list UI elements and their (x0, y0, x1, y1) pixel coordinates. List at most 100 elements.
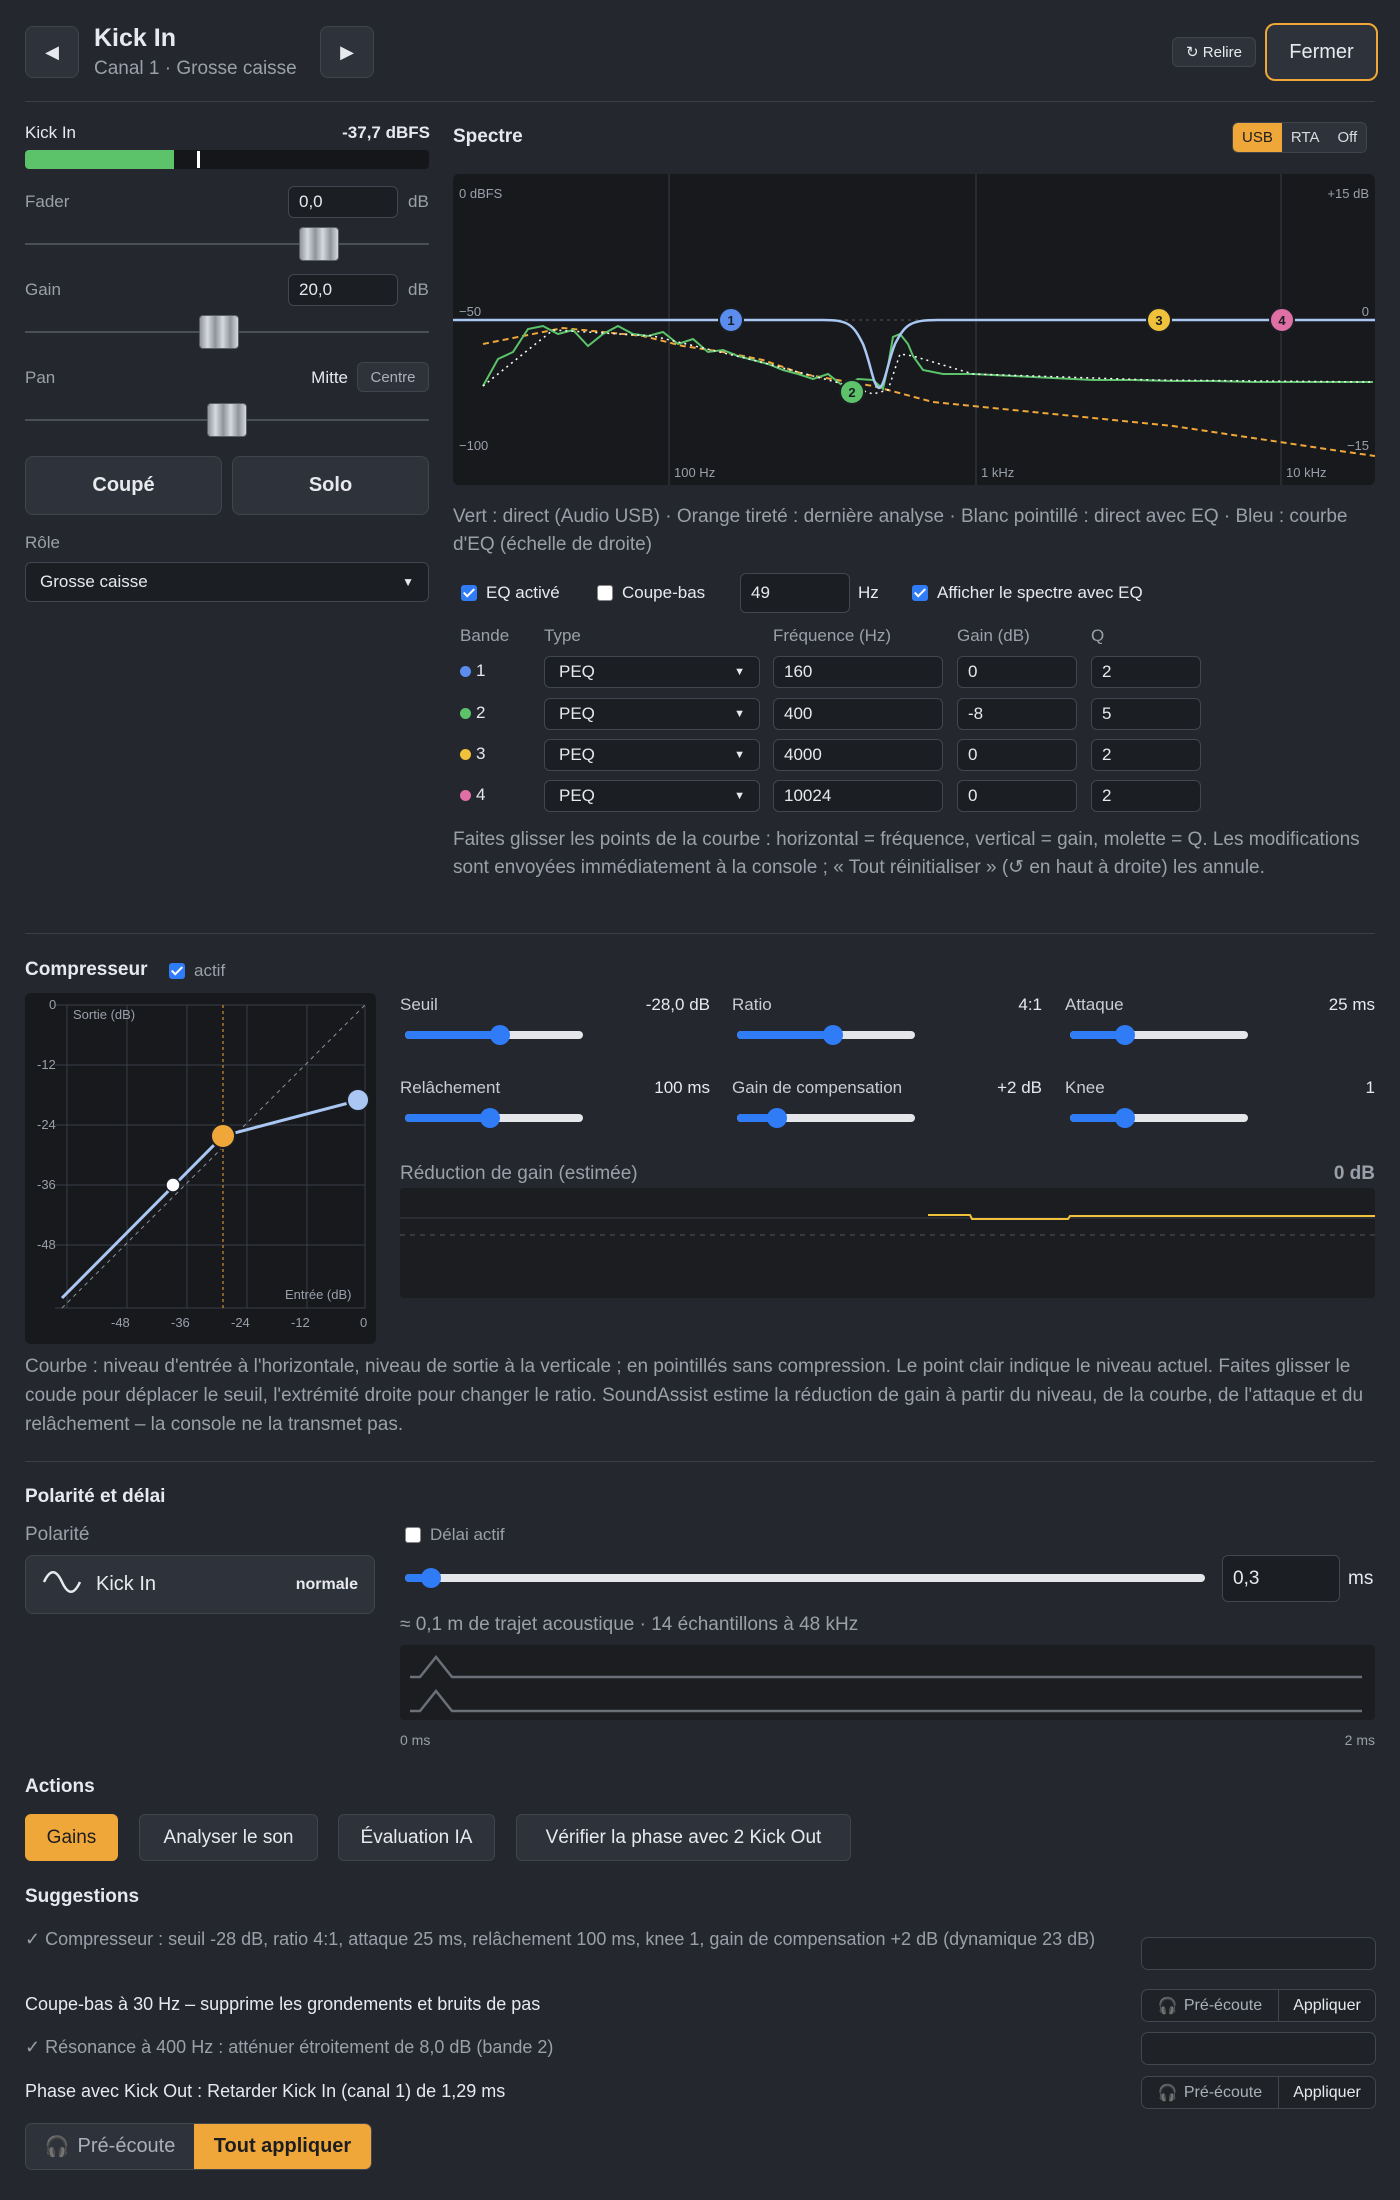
actions-title: Actions (25, 1776, 95, 1797)
polarity-button[interactable]: Kick In normale (25, 1555, 375, 1614)
apply-all-button[interactable]: Tout appliquer (194, 2124, 371, 2169)
solo-button[interactable]: Solo (232, 456, 429, 515)
band-type-select[interactable]: PEQ ▼ (544, 656, 760, 688)
compressor-curve-graph[interactable]: Sortie (dB) Entrée (dB) 0 -12 -24 -36 -4… (25, 993, 376, 1344)
preview-button[interactable]: 🎧 Pré-écoute (1142, 2077, 1279, 2108)
band-gain-input[interactable]: 0 (957, 739, 1077, 771)
band-type-select[interactable]: PEQ ▼ (544, 698, 760, 730)
compressor-active-checkbox[interactable]: actif (169, 961, 225, 981)
hpf-checkbox[interactable]: Coupe-bas (597, 583, 705, 603)
gains-button[interactable]: Gains (25, 1814, 118, 1861)
fader-input[interactable]: 0,0 (288, 186, 398, 218)
mute-button[interactable]: Coupé (25, 456, 222, 515)
band-frequency-input[interactable]: 10024 (773, 780, 943, 812)
band-type-select[interactable]: PEQ ▼ (544, 739, 760, 771)
svg-text:4: 4 (1278, 313, 1286, 328)
close-button[interactable]: Fermer (1265, 23, 1378, 81)
delay-active-checkbox[interactable]: Délai actif (405, 1525, 505, 1545)
threshold-label: Seuil (400, 995, 438, 1014)
eq-band-3-handle[interactable]: 3 (1146, 307, 1172, 333)
slider-knob[interactable] (1115, 1025, 1135, 1045)
checkbox-icon[interactable] (912, 585, 928, 601)
pan-centre-button[interactable]: Centre (357, 362, 429, 392)
role-select[interactable]: Grosse caisse ▼ (25, 562, 429, 602)
mode-off[interactable]: Off (1328, 123, 1367, 152)
band-q-input[interactable]: 2 (1091, 739, 1201, 771)
comp-xtick: -48 (111, 1315, 130, 1330)
check-phase-button[interactable]: Vérifier la phase avec 2 Kick Out (516, 1814, 851, 1861)
gain-reduction-label: Réduction de gain (estimée) (400, 1163, 638, 1184)
band-frequency-input[interactable]: 160 (773, 656, 943, 688)
checkbox-icon[interactable] (597, 585, 613, 601)
delay-slider[interactable] (405, 1568, 1205, 1588)
hpf-frequency-input[interactable]: 49 (740, 573, 850, 613)
band-q-input[interactable]: 5 (1091, 698, 1201, 730)
show-eq-spectrum-checkbox[interactable]: Afficher le spectre avec EQ (912, 583, 1143, 603)
hpf-label: Coupe-bas (622, 583, 706, 602)
pan-value: Mitte (311, 368, 348, 387)
slider-knob[interactable] (823, 1025, 843, 1045)
slider-knob[interactable] (1115, 1108, 1135, 1128)
spectrum-graph[interactable]: 1 2 3 4 0 dBFS +15 dB −50 0 −100 −15 100… (453, 174, 1375, 485)
mode-usb[interactable]: USB (1233, 123, 1282, 152)
band-gain-input[interactable]: 0 (957, 780, 1077, 812)
ai-evaluation-button[interactable]: Évaluation IA (338, 1814, 495, 1861)
threshold-slider[interactable] (405, 1025, 583, 1045)
band-type-select[interactable]: PEQ ▼ (544, 780, 760, 812)
checkbox-icon[interactable] (405, 1527, 421, 1543)
spectrum-caption: Vert : direct (Audio USB) · Orange tiret… (453, 506, 1348, 555)
band-q-input[interactable]: 2 (1091, 656, 1201, 688)
comp-xtick: 0 (360, 1315, 368, 1330)
apply-button[interactable]: Appliquer (1293, 2083, 1361, 2101)
page-title: Kick In (94, 24, 176, 52)
band-gain-input[interactable]: -8 (957, 698, 1077, 730)
knee-handle[interactable] (210, 1123, 236, 1149)
ratio-handle[interactable] (346, 1088, 370, 1112)
mode-rta[interactable]: RTA (1281, 123, 1329, 152)
eq-band-1-handle[interactable]: 1 (718, 307, 744, 333)
band-frequency-input[interactable]: 400 (773, 698, 943, 730)
next-channel-button[interactable]: ▶ (320, 26, 374, 78)
slider-knob[interactable] (490, 1025, 510, 1045)
band-type-value: PEQ (559, 704, 595, 723)
makeup-gain-slider[interactable] (737, 1108, 915, 1128)
preview-label: Pré-écoute (1183, 2083, 1263, 2101)
eq-band-2-handle[interactable]: 2 (839, 379, 865, 405)
preview-all-button[interactable]: 🎧 Pré-écoute (26, 2124, 194, 2169)
band-frequency-input[interactable]: 4000 (773, 739, 943, 771)
prev-channel-button[interactable]: ◀ (25, 26, 79, 78)
band-gain-input[interactable]: 0 (957, 656, 1077, 688)
analyze-sound-button[interactable]: Analyser le son (139, 1814, 318, 1861)
band-number: 1 (460, 661, 485, 681)
slider-knob[interactable] (480, 1108, 500, 1128)
spectrum-plot[interactable]: 1 2 3 4 (453, 174, 1375, 485)
divider (25, 933, 1375, 934)
fader-track[interactable] (25, 243, 429, 245)
knee-slider[interactable] (1070, 1108, 1248, 1128)
slider-knob[interactable] (421, 1568, 441, 1588)
eq-help-text: Faites glisser les points de la courbe :… (453, 829, 1360, 878)
band-number: 2 (460, 703, 485, 723)
col-q: Q (1091, 626, 1105, 645)
delay-input[interactable]: 0,3 (1222, 1555, 1340, 1602)
band-q-input[interactable]: 2 (1091, 780, 1201, 812)
eq-band-4-handle[interactable]: 4 (1269, 307, 1295, 333)
release-value: 100 ms (654, 1078, 710, 1097)
apply-button[interactable]: Appliquer (1293, 1996, 1361, 2014)
preview-button[interactable]: 🎧 Pré-écoute (1142, 1990, 1279, 2021)
attack-slider[interactable] (1070, 1025, 1248, 1045)
eq-enable-checkbox[interactable]: EQ activé (461, 583, 560, 603)
spectrum-mode-toggle[interactable]: USB RTA Off (1232, 122, 1368, 153)
checkbox-icon[interactable] (461, 585, 477, 601)
delay-info: ≈ 0,1 m de trajet acoustique · 14 échant… (400, 1614, 859, 1635)
gain-input[interactable]: 20,0 (288, 274, 398, 306)
reload-button[interactable]: ↻ Relire (1172, 37, 1256, 67)
slider-knob[interactable] (767, 1108, 787, 1128)
compressor-plot[interactable] (25, 993, 376, 1344)
gain-handle[interactable] (199, 315, 239, 349)
pan-handle[interactable] (207, 403, 247, 437)
checkbox-icon[interactable] (169, 963, 185, 979)
fader-handle[interactable] (299, 227, 339, 261)
ratio-slider[interactable] (737, 1025, 915, 1045)
release-slider[interactable] (405, 1108, 583, 1128)
